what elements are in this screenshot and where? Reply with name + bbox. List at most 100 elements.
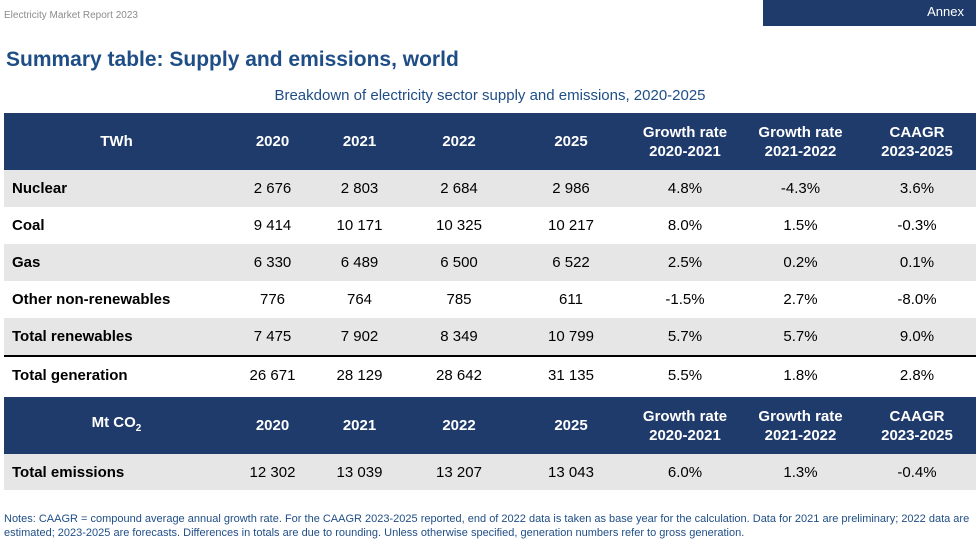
header-line: CAAGR [889,407,945,425]
cell-growth-1: 6.0% [627,454,743,490]
cell-2021: 28 129 [316,355,403,393]
header-growth-2020-2021: Growth rate 2020-2021 [627,397,743,454]
cell-2025: 6 522 [515,244,627,281]
cell-caagr: 2.8% [858,355,976,393]
cell-2020: 2 676 [229,170,316,207]
cell-growth-2: 2.7% [783,291,818,308]
row-label: Other non-renewables [12,291,171,308]
row-label: Total renewables [4,318,229,356]
cell-growth-1: -1.5% [665,291,705,308]
header-year: 2020 [229,113,316,170]
cell-2020: 26 671 [229,355,316,393]
table-row: Coal 9 414 10 171 10 325 10 217 8.0% 1.5… [4,207,976,244]
cell-caagr: -8.0% [897,291,937,308]
header-year: 2022 [403,397,515,454]
header-caagr: CAAGR 2023-2025 [858,113,976,170]
row-label: Gas [4,244,229,281]
header-line: Growth rate [758,123,843,141]
cell-2021: 13 039 [316,454,403,490]
cell-2022: 28 642 [403,355,515,393]
cell-growth-1: 2.5% [627,244,743,281]
row-label: Nuclear [4,170,229,207]
cell-2021: 2 803 [316,170,403,207]
cell-2025: 13 043 [515,454,627,490]
emissions-header-row: Mt CO2 2020 2021 2022 2025 Growth rate 2… [4,397,976,454]
row-label: Total emissions [4,454,229,490]
cell-caagr: 0.1% [858,244,976,281]
header-line: 2023-2025 [881,142,953,160]
row-label: Total generation [4,355,229,393]
cell-2020: 12 302 [229,454,316,490]
header-line: 2020-2021 [649,142,721,160]
cell-growth-1: 5.5% [627,355,743,393]
row-label: Coal [12,217,45,234]
cell-2022: 10 325 [436,217,482,234]
cell-2022: 785 [446,291,472,308]
cell-growth-2: 5.7% [743,318,858,356]
table-notes: Notes: CAAGR = compound average annual g… [4,513,970,539]
cell-2022: 13 207 [403,454,515,490]
annex-tab: Annex [763,0,976,26]
cell-caagr: -0.3% [897,217,937,234]
cell-2020: 6 330 [229,244,316,281]
cell-growth-1: 5.7% [627,318,743,356]
cell-2020: 776 [259,291,286,308]
table-row-total-generation: Total generation 26 671 28 129 28 642 31… [4,355,976,393]
cell-caagr: -0.4% [858,454,976,490]
cell-2025: 10 217 [548,217,594,234]
cell-2020: 9 414 [253,217,292,234]
cell-growth-2: 1.3% [743,454,858,490]
header-line: Growth rate [758,407,843,425]
header-year: 2022 [403,113,515,170]
cell-2021: 10 171 [336,217,383,234]
table-spacer [4,393,976,397]
table-row: Gas 6 330 6 489 6 500 6 522 2.5% 0.2% 0.… [4,244,976,281]
cell-growth-1: 8.0% [667,217,703,234]
header-line: 2021-2022 [764,142,837,160]
header-unit-co2: Mt CO2 [4,397,229,454]
cell-2021: 6 489 [316,244,403,281]
header-line: 2023-2025 [881,426,953,444]
cell-growth-2: -4.3% [743,170,858,207]
cell-2025: 10 799 [515,318,627,356]
header-growth-2020-2021: Growth rate 2020-2021 [627,113,743,170]
cell-2021: 7 902 [316,318,403,356]
header-line: 2021-2022 [764,426,837,444]
header-unit-text: Mt CO [91,414,136,431]
header-year: 2021 [316,397,403,454]
header-year: 2020 [229,397,316,454]
cell-growth-2: 1.5% [783,217,818,234]
cell-2025: 611 [559,291,583,308]
cell-2025: 31 135 [515,355,627,393]
header-year: 2025 [515,397,627,454]
header-line: CAAGR [889,123,945,141]
table-row: Other non-renewables 776 764 785 611 -1.… [4,281,976,318]
cell-2022: 6 500 [403,244,515,281]
header-line: 2020-2021 [649,426,721,444]
cell-2021: 764 [346,291,373,308]
table-subtitle: Breakdown of electricity sector supply a… [274,87,706,104]
header-unit: TWh [4,113,229,170]
cell-2020: 7 475 [229,318,316,356]
header-line: Growth rate [642,407,728,425]
header-year: 2025 [515,113,627,170]
cell-growth-2: 0.2% [743,244,858,281]
cell-caagr: 3.6% [858,170,976,207]
cell-2022: 2 684 [403,170,515,207]
cell-2025: 2 986 [515,170,627,207]
supply-header-row: TWh 2020 2021 2022 2025 Growth rate 2020… [4,113,976,170]
table-row: Total renewables 7 475 7 902 8 349 10 79… [4,318,976,356]
header-growth-2021-2022: Growth rate 2021-2022 [743,113,858,170]
header-caagr: CAAGR 2023-2025 [858,397,976,454]
cell-growth-2: 1.8% [743,355,858,393]
summary-table: TWh 2020 2021 2022 2025 Growth rate 2020… [4,113,976,490]
table-row-total-emissions: Total emissions 12 302 13 039 13 207 13 … [4,454,976,490]
cell-growth-1: 4.8% [627,170,743,207]
page-title: Summary table: Supply and emissions, wor… [6,48,459,71]
header-growth-2021-2022: Growth rate 2021-2022 [743,397,858,454]
cell-caagr: 9.0% [858,318,976,356]
header-unit-subscript: 2 [135,423,142,434]
header-year: 2021 [316,113,403,170]
report-title: Electricity Market Report 2023 [4,10,138,21]
cell-2022: 8 349 [403,318,515,356]
